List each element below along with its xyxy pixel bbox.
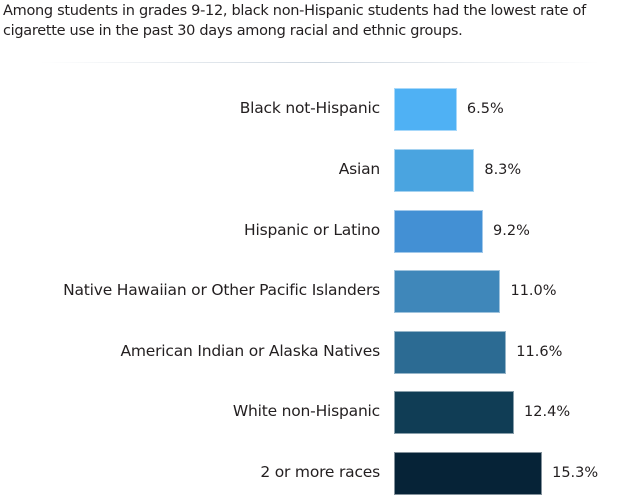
bar — [394, 331, 507, 374]
bar — [394, 452, 543, 495]
bar — [394, 149, 475, 192]
bar-row: White non-Hispanic 12.4% — [0, 391, 623, 434]
data-label: 12.4% — [524, 404, 571, 420]
data-label: 15.3% — [552, 465, 599, 481]
category-label: American Indian or Alaska Natives — [120, 342, 380, 360]
category-label: 2 or more races — [260, 463, 380, 481]
bar — [394, 210, 484, 253]
bar — [394, 88, 457, 131]
bar-row: Hispanic or Latino 9.2% — [0, 210, 623, 253]
category-label: Black not-Hispanic — [239, 99, 380, 117]
data-label: 8.3% — [484, 162, 522, 178]
chart-title: Among students in grades 9-12, black non… — [3, 3, 586, 39]
bar — [394, 391, 515, 434]
category-label: White non-Hispanic — [232, 402, 380, 420]
bar-row: Native Hawaiian or Other Pacific Islande… — [0, 270, 623, 313]
data-label: 6.5% — [466, 101, 504, 117]
bar-row: Black not-Hispanic 6.5% — [0, 88, 623, 131]
bar-row: American Indian or Alaska Natives 11.6% — [0, 331, 623, 374]
category-label: Native Hawaiian or Other Pacific Islande… — [63, 281, 380, 299]
divider — [40, 62, 600, 63]
category-label: Asian — [338, 160, 381, 178]
data-label: 11.0% — [510, 283, 557, 299]
data-label: 11.6% — [516, 344, 563, 360]
bar-row: Asian 8.3% — [0, 149, 623, 192]
data-label: 9.2% — [493, 223, 530, 239]
category-label: Hispanic or Latino — [244, 221, 380, 239]
bar-row: 2 or more races 15.3% — [0, 452, 623, 495]
bar — [394, 270, 501, 313]
